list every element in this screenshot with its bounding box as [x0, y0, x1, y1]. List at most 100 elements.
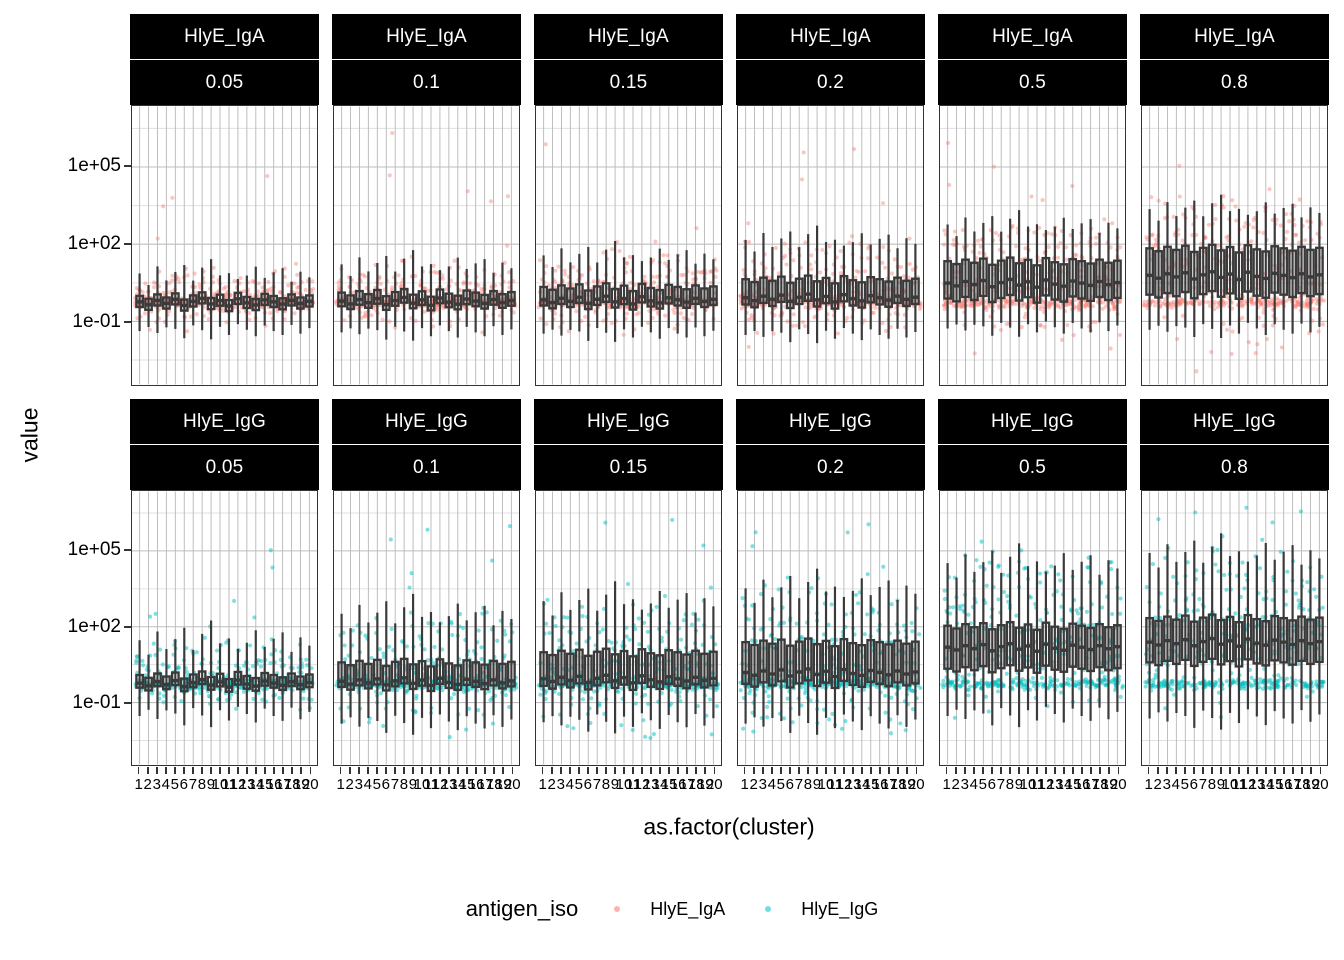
x-tick-mark — [376, 767, 378, 774]
x-tick-label: 10 — [817, 776, 835, 793]
x-tick-label: 16 — [1073, 776, 1091, 793]
x-tick-label: 18 — [1091, 776, 1109, 793]
x-tick-mark — [906, 767, 909, 774]
x-tick-mark — [164, 767, 167, 774]
x-tick-label: 1 — [942, 776, 951, 793]
facet-strip: HlyE_IgG 0.8 — [1140, 399, 1329, 490]
x-tick-label: 19 — [898, 776, 916, 793]
x-tick-label: 5 — [170, 776, 179, 793]
x-tick-mark — [1000, 767, 1002, 774]
facet-strip: HlyE_IgA 0.1 — [332, 14, 521, 105]
x-tick-mark — [1054, 767, 1056, 774]
x-tick-label: 5 — [776, 776, 785, 793]
y-tick-label: 1e+05 — [67, 539, 121, 561]
facet-strip: HlyE_IgG 0.5 — [938, 399, 1127, 490]
x-tick-mark — [1211, 767, 1213, 774]
facet-strip-threshold-label: 0.05 — [130, 445, 319, 490]
x-tick-label: 1 — [134, 776, 143, 793]
x-tick-label: 11 — [221, 776, 237, 793]
x-tick-label: 2 — [547, 776, 556, 793]
x-tick-label: 10 — [211, 776, 229, 793]
x-tick-mark — [852, 767, 854, 774]
x-tick-mark — [1301, 767, 1304, 774]
x-tick-mark — [502, 767, 505, 774]
x-tick-label: 2 — [345, 776, 354, 793]
x-tick-label: 14 — [449, 776, 467, 793]
x-tick-mark — [237, 767, 239, 774]
facet-strip-antigen-label: HlyE_IgG — [332, 399, 521, 444]
x-tick-label: 6 — [785, 776, 795, 793]
x-tick-label: 12 — [1037, 776, 1055, 793]
x-tick-label: 3 — [556, 776, 565, 793]
x-tick-label: 17 — [678, 776, 696, 793]
x-tick-mark — [541, 767, 544, 774]
x-tick-mark — [559, 767, 562, 774]
x-tick-mark — [511, 767, 514, 774]
x-tick-label: 14 — [247, 776, 265, 793]
x-tick-label: 12 — [835, 776, 853, 793]
x-tick-mark — [807, 767, 809, 774]
x-tick-label: 6 — [381, 776, 391, 793]
x-tick-mark — [421, 767, 423, 774]
x-tick-mark — [915, 767, 918, 774]
x-tick-label: 8 — [197, 776, 207, 793]
facet-panel-HlyE_IgG-0.1 — [333, 490, 520, 766]
x-tick-label: 7 — [390, 776, 400, 793]
x-tick-mark — [668, 767, 670, 774]
x-tick-label: 8 — [601, 776, 611, 793]
x-tick-mark — [686, 767, 688, 774]
x-tick-label: 13 — [642, 776, 660, 793]
x-tick-label: 10 — [615, 776, 633, 793]
x-tick-label: 17 — [274, 776, 292, 793]
legend-point-icon — [614, 906, 621, 912]
x-tick-label: 8 — [1207, 776, 1217, 793]
x-tick-label: 19 — [1100, 776, 1118, 793]
x-tick-mark — [596, 767, 598, 774]
x-tick-label: 3 — [354, 776, 363, 793]
x-tick-mark — [493, 767, 496, 774]
legend-item-HlyE_IgA: HlyE_IgA — [614, 899, 725, 920]
x-tick-label: 16 — [871, 776, 889, 793]
x-tick-mark — [843, 767, 845, 774]
x-tick-mark — [155, 767, 158, 774]
x-tick-mark — [366, 767, 369, 774]
facet-panel-HlyE_IgA-0.8 — [1141, 105, 1328, 386]
x-tick-label: 18 — [889, 776, 907, 793]
x-tick-mark — [752, 767, 755, 774]
x-tick-mark — [1117, 767, 1120, 774]
x-tick-label: 7 — [188, 776, 198, 793]
legend-item-label: HlyE_IgA — [650, 898, 726, 919]
facet-strip: HlyE_IgG 0.05 — [130, 399, 319, 490]
x-tick-mark — [1256, 767, 1258, 774]
x-tick-mark — [1310, 767, 1313, 774]
x-tick-mark — [146, 767, 149, 774]
x-tick-label: 6 — [583, 776, 593, 793]
x-tick-mark — [228, 767, 230, 774]
facet-strip-antigen-label: HlyE_IgA — [1140, 14, 1329, 59]
facet-strip-threshold-label: 0.15 — [534, 445, 723, 490]
x-tick-mark — [761, 767, 764, 774]
legend-item-label: HlyE_IgG — [801, 898, 879, 919]
x-tick-label: 6 — [1189, 776, 1199, 793]
facet-strip-antigen-label: HlyE_IgG — [736, 399, 925, 444]
x-tick-label: 9 — [206, 776, 216, 793]
y-tick-label: 1e-01 — [72, 311, 121, 333]
x-tick-mark — [246, 767, 248, 774]
x-tick-label: 17 — [476, 776, 494, 793]
facet-strip: HlyE_IgA 0.2 — [736, 14, 925, 105]
facet-strip-antigen-label: HlyE_IgG — [534, 399, 723, 444]
x-tick-label: 11 — [625, 776, 641, 793]
x-tick-label: 19 — [1302, 776, 1320, 793]
x-tick-label: 8 — [1005, 776, 1015, 793]
x-tick-label: 1 — [538, 776, 547, 793]
x-tick-mark — [137, 767, 140, 774]
x-tick-label: 16 — [467, 776, 485, 793]
x-tick-mark — [963, 767, 966, 774]
legend: antigen_iso HlyE_IgA HlyE_IgG — [0, 891, 1344, 927]
x-tick-mark — [816, 767, 818, 774]
x-tick-label: 1 — [1144, 776, 1153, 793]
facet-panel-HlyE_IgG-0.5 — [939, 490, 1126, 766]
facet-panel-HlyE_IgA-0.15 — [535, 105, 722, 386]
facet-strip-antigen-label: HlyE_IgG — [130, 399, 319, 444]
legend-items: HlyE_IgA HlyE_IgG — [614, 899, 878, 920]
